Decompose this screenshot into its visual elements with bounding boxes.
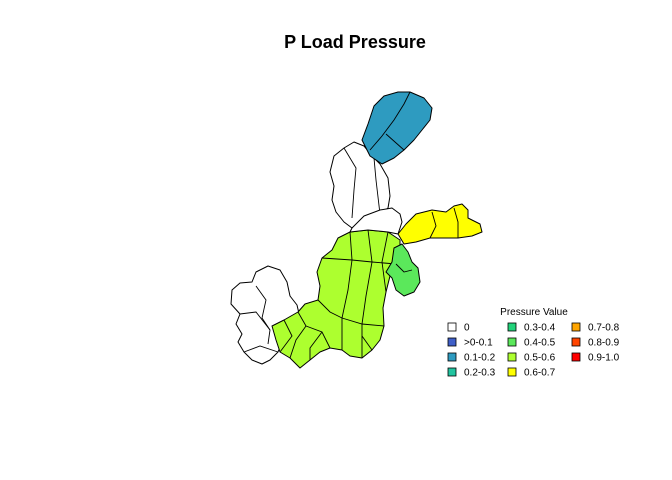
legend-label: 0.3-0.4	[524, 323, 556, 334]
legend-label: 0.8-0.9	[588, 338, 620, 349]
boundary-line	[343, 147, 357, 219]
legend-swatch	[507, 367, 517, 377]
boundary-line	[317, 299, 385, 327]
legend-swatch	[507, 322, 517, 332]
legend-label: 0.9-1.0	[588, 353, 620, 364]
legend-label: 0.4-0.5	[524, 338, 556, 349]
boundary-line	[381, 231, 389, 293]
boundary-line	[429, 211, 437, 239]
legend-swatch	[507, 337, 517, 347]
legend-label: >0-0.1	[464, 338, 493, 349]
boundary-line	[321, 257, 397, 265]
boundary-line	[395, 263, 413, 273]
legend-swatch	[447, 337, 457, 347]
boundary-line	[341, 231, 353, 350]
baltic-sea-map	[230, 91, 483, 369]
boundary-line	[453, 207, 459, 238]
legend-label: 0.6-0.7	[524, 368, 556, 379]
legend-swatch	[447, 322, 457, 332]
region-archipelago	[349, 207, 403, 235]
legend-title: Pressure Value	[500, 307, 568, 318]
boundary-line	[385, 133, 405, 151]
boundary-line	[239, 311, 271, 331]
boundary-line	[279, 319, 293, 353]
boundary-line	[361, 229, 373, 358]
legend-label: 0.7-0.8	[588, 323, 620, 334]
boundary-line	[289, 311, 307, 359]
legend-items: 0 >0-0.1 0.1-0.2 0.2-0.3 0.3-0.4 0.4-0.5 0.5-0…	[447, 322, 620, 379]
region-gulf-of-finland	[397, 203, 483, 245]
region-bothnian-bay	[361, 91, 433, 165]
boundary-line	[369, 91, 411, 151]
legend-label: 0.1-0.2	[464, 353, 496, 364]
boundary-line	[243, 345, 279, 353]
map-title: P Load Pressure	[284, 32, 426, 52]
legend: Pressure Value 0 >0-0.1 0.1-0.2 0.2-0.3 0.3-…	[447, 307, 620, 379]
boundary-line	[373, 157, 381, 215]
legend-swatch	[571, 322, 581, 332]
boundary-line	[255, 285, 271, 345]
legend-swatch	[507, 352, 517, 362]
boundary-line	[361, 335, 373, 351]
legend-swatch	[571, 352, 581, 362]
legend-label: 0.2-0.3	[464, 368, 496, 379]
legend-swatch	[447, 352, 457, 362]
region-gulf-of-riga	[385, 243, 421, 297]
legend-label: 0	[464, 323, 470, 334]
legend-swatch	[571, 337, 581, 347]
legend-swatch	[447, 367, 457, 377]
boundary-line	[309, 331, 323, 360]
legend-label: 0.5-0.6	[524, 353, 556, 364]
